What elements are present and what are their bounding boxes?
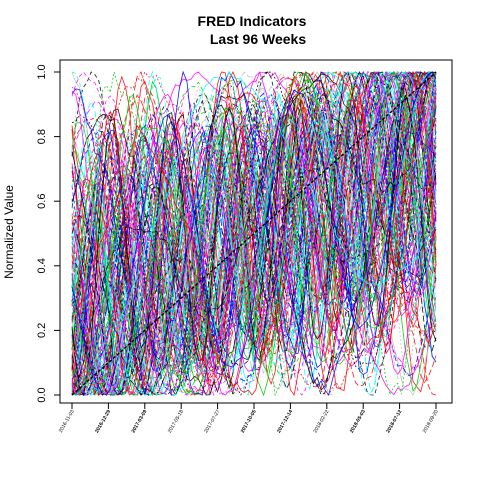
series-line bbox=[71, 71, 437, 396]
series-line bbox=[71, 71, 437, 396]
y-tick-label: 1.0 bbox=[36, 64, 48, 79]
series-line bbox=[71, 71, 437, 396]
series-line bbox=[71, 71, 437, 396]
y-tick-label: 0.2 bbox=[36, 323, 48, 338]
series-line bbox=[71, 71, 437, 396]
series-line bbox=[71, 71, 437, 396]
x-tick-label: 2017-03-09 bbox=[131, 409, 149, 434]
x-tick-label: 2017-05-18 bbox=[167, 409, 185, 434]
series-line bbox=[71, 71, 437, 396]
series-line bbox=[71, 71, 437, 396]
series-line bbox=[71, 71, 437, 397]
series-line bbox=[71, 71, 437, 396]
x-tick-label: 2016-12-29 bbox=[94, 409, 112, 434]
y-tick-label: 0.8 bbox=[36, 129, 48, 144]
series-line bbox=[71, 71, 437, 396]
chart-subtitle: Last 96 Weeks bbox=[210, 31, 306, 47]
series-line bbox=[71, 71, 437, 396]
x-tick-label: 2018-05-03 bbox=[349, 409, 367, 434]
series-line bbox=[71, 71, 437, 396]
x-tick-label: 2018-07-12 bbox=[385, 409, 403, 434]
series-line bbox=[71, 71, 437, 396]
series-line bbox=[71, 71, 437, 396]
series-line bbox=[71, 71, 437, 396]
series-line bbox=[71, 71, 437, 396]
trend-line bbox=[71, 71, 437, 396]
y-tick-label: 0.6 bbox=[36, 194, 48, 209]
series-line bbox=[71, 71, 437, 396]
x-tick-label: 2018-09-20 bbox=[422, 409, 440, 434]
x-tick-label: 2018-02-22 bbox=[313, 409, 331, 434]
series-line bbox=[71, 71, 437, 397]
series-line bbox=[71, 71, 437, 396]
series-line bbox=[71, 71, 437, 396]
series-line bbox=[71, 71, 437, 397]
series-line bbox=[71, 71, 437, 396]
series-line bbox=[71, 70, 437, 396]
series-line bbox=[71, 71, 437, 396]
series-line bbox=[71, 71, 437, 396]
series-line bbox=[71, 71, 437, 396]
series-line bbox=[71, 70, 437, 396]
series-line bbox=[71, 71, 437, 396]
series-line bbox=[71, 71, 437, 396]
chart-title: FRED Indicators bbox=[198, 13, 307, 29]
y-axis-label: Normalized Value bbox=[2, 185, 16, 279]
x-tick-label: 2017-07-27 bbox=[203, 409, 221, 434]
series-line bbox=[71, 71, 437, 396]
series-line bbox=[71, 71, 437, 396]
series-line bbox=[71, 71, 437, 397]
plot-frame bbox=[59, 59, 453, 404]
series-line bbox=[71, 70, 437, 396]
series-line bbox=[71, 70, 437, 396]
series-line bbox=[71, 71, 437, 396]
series-line bbox=[71, 71, 437, 397]
series-line bbox=[71, 71, 437, 396]
y-tick-label: 0.4 bbox=[36, 258, 48, 273]
series-line bbox=[71, 71, 437, 396]
series-line bbox=[71, 71, 437, 396]
y-tick-label: 0.0 bbox=[36, 387, 48, 402]
series-line bbox=[71, 71, 437, 396]
series-line bbox=[71, 70, 437, 396]
series-line bbox=[71, 71, 437, 396]
series-layer bbox=[71, 70, 437, 397]
series-line bbox=[71, 71, 437, 396]
series-line bbox=[71, 71, 437, 396]
series-line bbox=[71, 71, 437, 396]
series-line bbox=[71, 70, 437, 396]
series-line bbox=[71, 71, 437, 396]
series-line bbox=[71, 71, 437, 396]
x-tick-label: 2017-10-05 bbox=[240, 409, 258, 434]
series-line bbox=[71, 71, 437, 396]
x-tick-label: 2017-12-14 bbox=[276, 409, 294, 434]
series-line bbox=[71, 71, 437, 396]
x-tick-label: 2016-11-03 bbox=[58, 409, 76, 434]
